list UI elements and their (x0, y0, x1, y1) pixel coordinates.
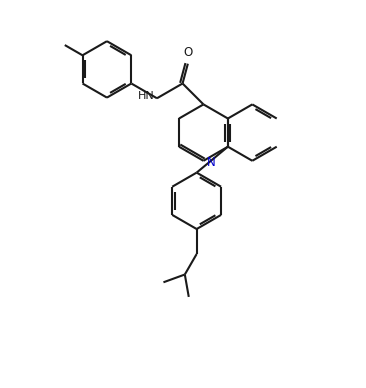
Text: N: N (207, 156, 216, 169)
Text: O: O (184, 46, 193, 59)
Text: HN: HN (138, 91, 155, 101)
